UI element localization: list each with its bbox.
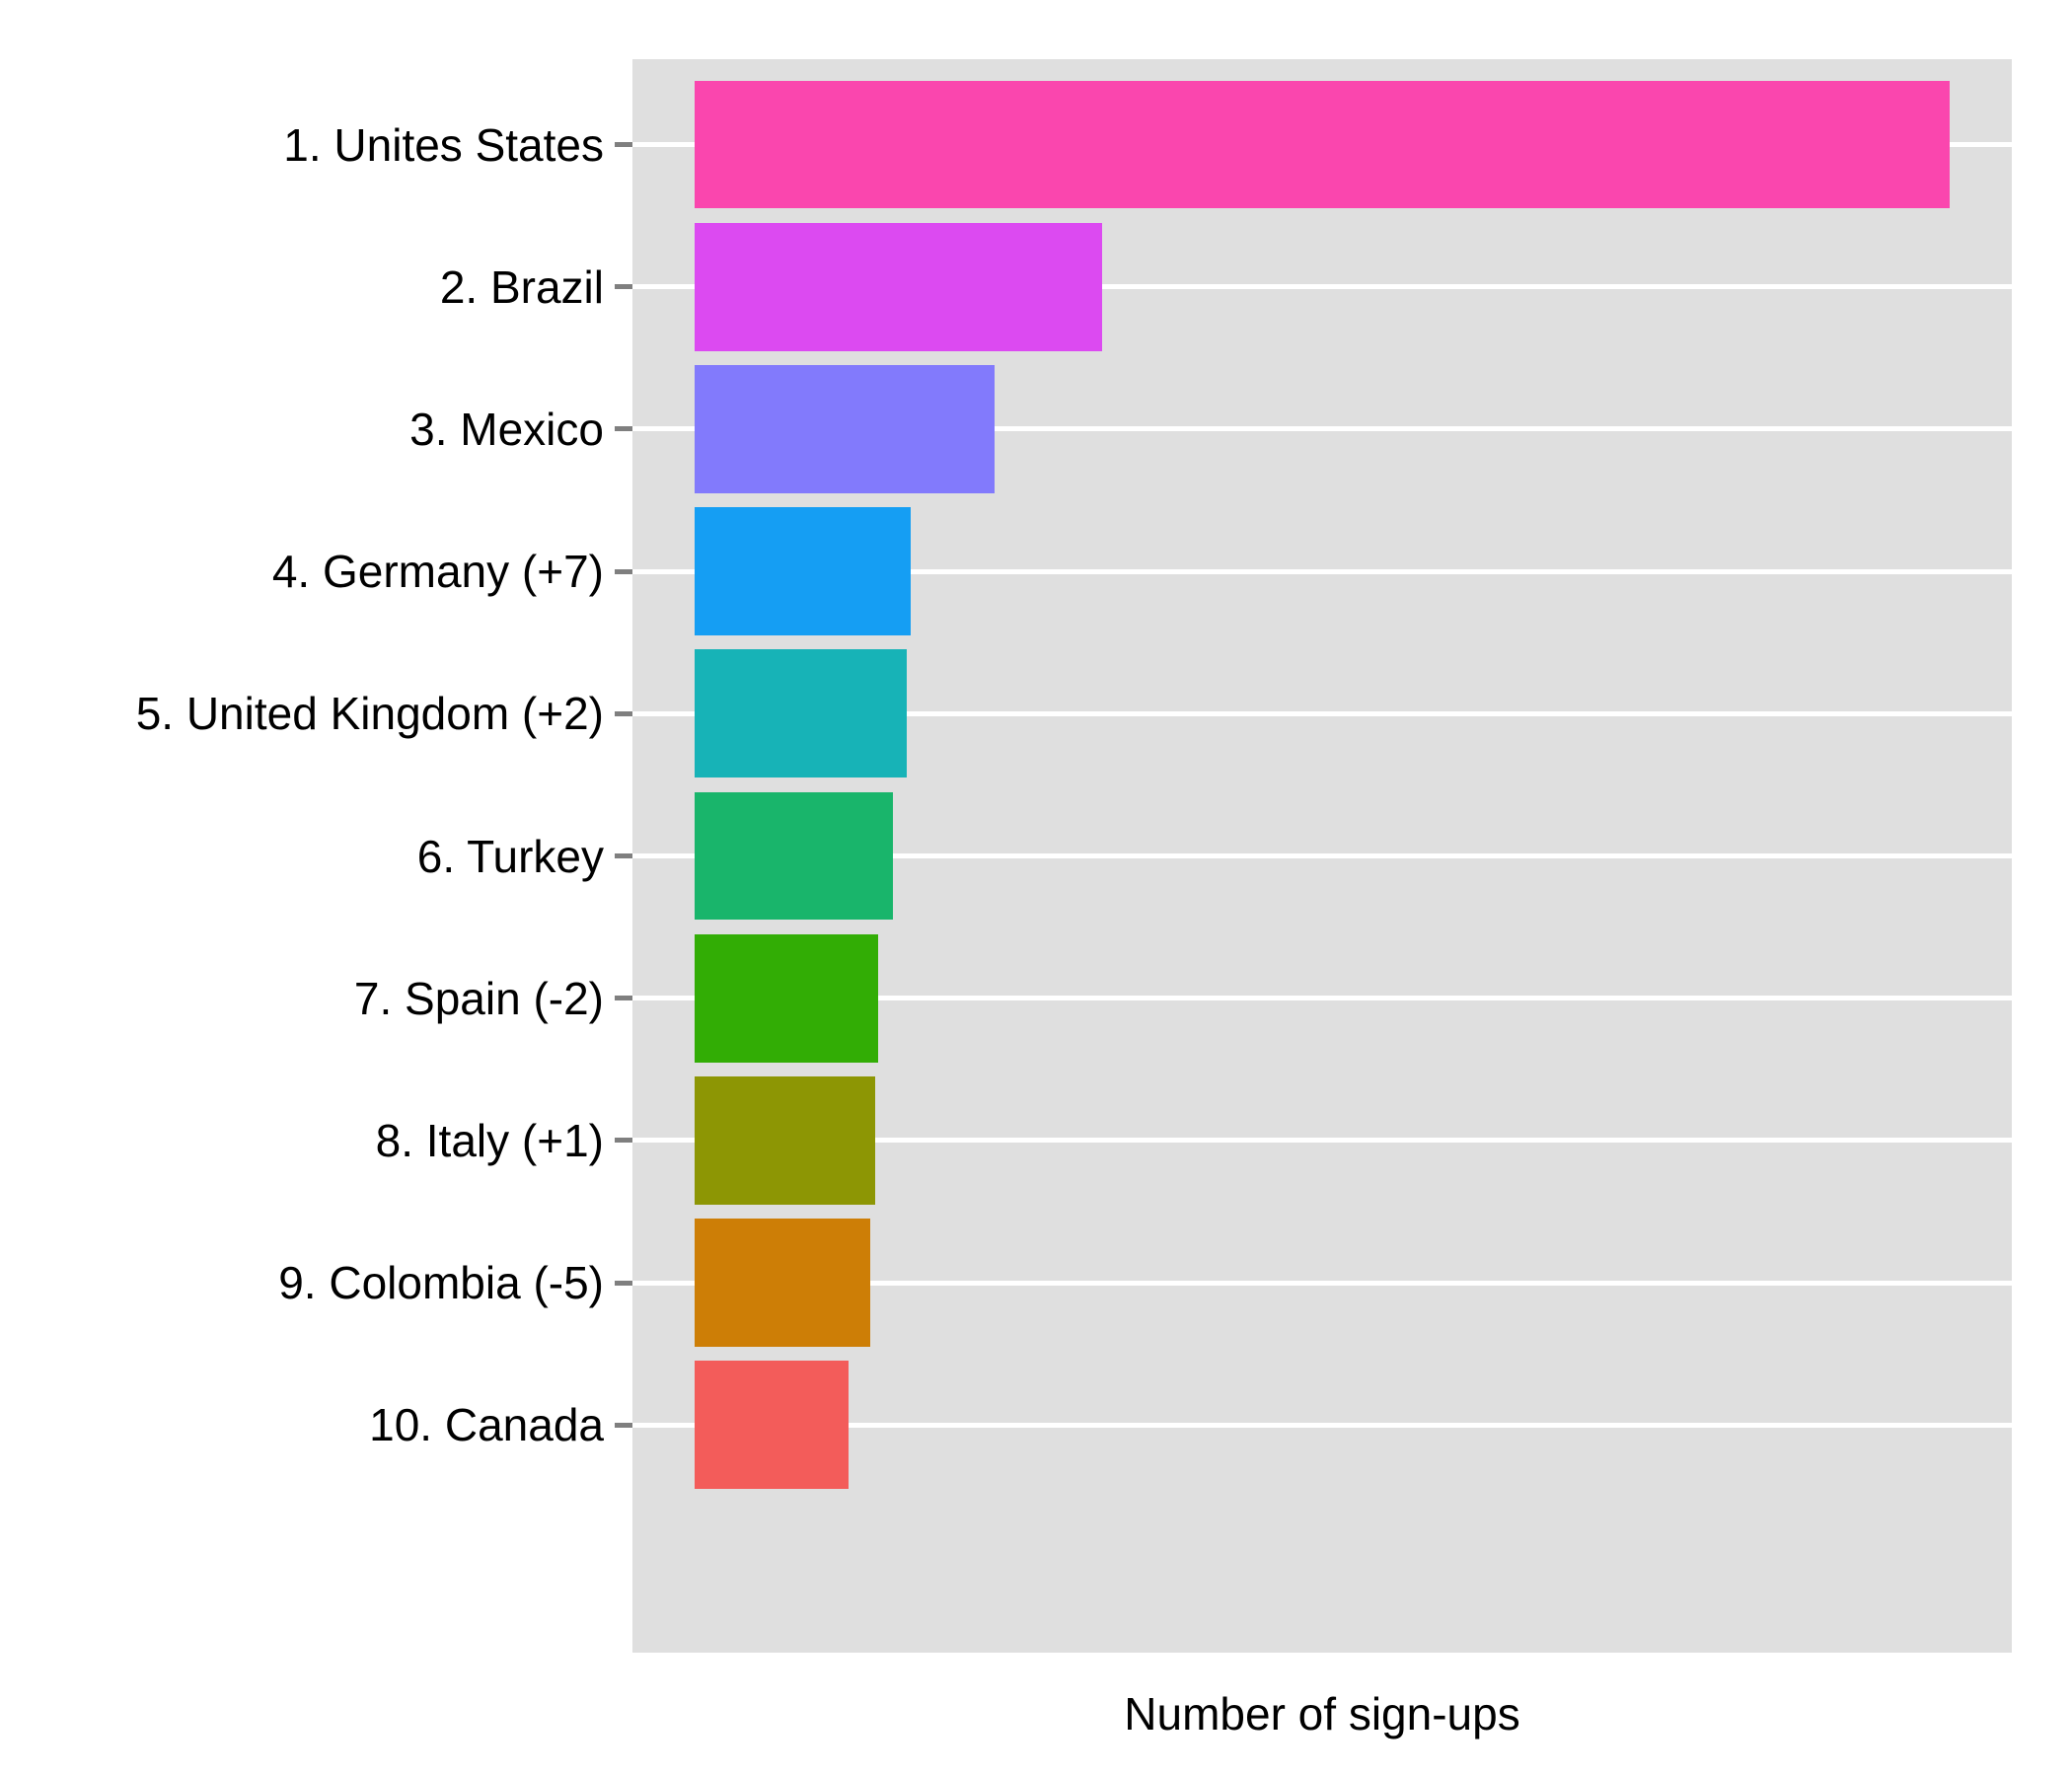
bar-7-spain-2 xyxy=(695,933,878,1063)
bar-6-turkey xyxy=(695,791,893,921)
bar-5-united-kingdom-2 xyxy=(695,649,907,778)
gridline-9-colombia-5 xyxy=(632,1280,2012,1286)
gridline-4-germany-7 xyxy=(632,568,2012,574)
bar-9-colombia-5 xyxy=(695,1219,870,1347)
bar-10-canada xyxy=(695,1361,849,1490)
y-axis-tick-5-united-kingdom-2 xyxy=(615,710,632,716)
y-axis-label-3-mexico: 3. Mexico xyxy=(409,403,604,455)
y-axis-tick-2-brazil xyxy=(615,284,632,290)
gridline-8-italy-1 xyxy=(632,1138,2012,1144)
x-axis-title: Number of sign-ups xyxy=(1124,1688,1520,1739)
y-axis-tick-4-germany-7 xyxy=(615,568,632,574)
bar-8-italy-1 xyxy=(695,1076,875,1205)
y-axis-tick-7-spain-2 xyxy=(615,996,632,1001)
y-axis-label-8-italy-1: 8. Italy (+1) xyxy=(375,1114,604,1166)
y-axis-tick-6-turkey xyxy=(615,853,632,858)
y-axis-label-1-unites-states: 1. Unites States xyxy=(283,118,604,171)
gridline-5-united-kingdom-2 xyxy=(632,710,2012,716)
y-axis-label-7-spain-2: 7. Spain (-2) xyxy=(353,972,604,1024)
y-axis-tick-8-italy-1 xyxy=(615,1138,632,1144)
gridline-2-brazil xyxy=(632,284,2012,290)
y-axis-label-9-colombia-5: 9. Colombia (-5) xyxy=(278,1257,604,1309)
y-axis-tick-10-canada xyxy=(615,1422,632,1428)
bar-2-brazil xyxy=(695,222,1102,351)
bar-3-mexico xyxy=(695,365,995,493)
y-axis-label-5-united-kingdom-2: 5. United Kingdom (+2) xyxy=(135,688,604,740)
bar-4-germany-7 xyxy=(695,507,911,635)
y-axis-tick-9-colombia-5 xyxy=(615,1280,632,1286)
gridline-10-canada xyxy=(632,1422,2012,1428)
y-axis-label-10-canada: 10. Canada xyxy=(369,1399,604,1451)
gridline-7-spain-2 xyxy=(632,996,2012,1001)
gridline-6-turkey xyxy=(632,853,2012,858)
y-axis-label-6-turkey: 6. Turkey xyxy=(416,830,604,882)
gridline-3-mexico xyxy=(632,426,2012,432)
y-axis-tick-3-mexico xyxy=(615,426,632,432)
bar-1-unites-states xyxy=(695,80,1950,209)
y-axis-label-4-germany-7: 4. Germany (+7) xyxy=(271,546,604,598)
y-axis-tick-1-unites-states xyxy=(615,142,632,148)
y-axis-label-2-brazil: 2. Brazil xyxy=(439,260,604,313)
